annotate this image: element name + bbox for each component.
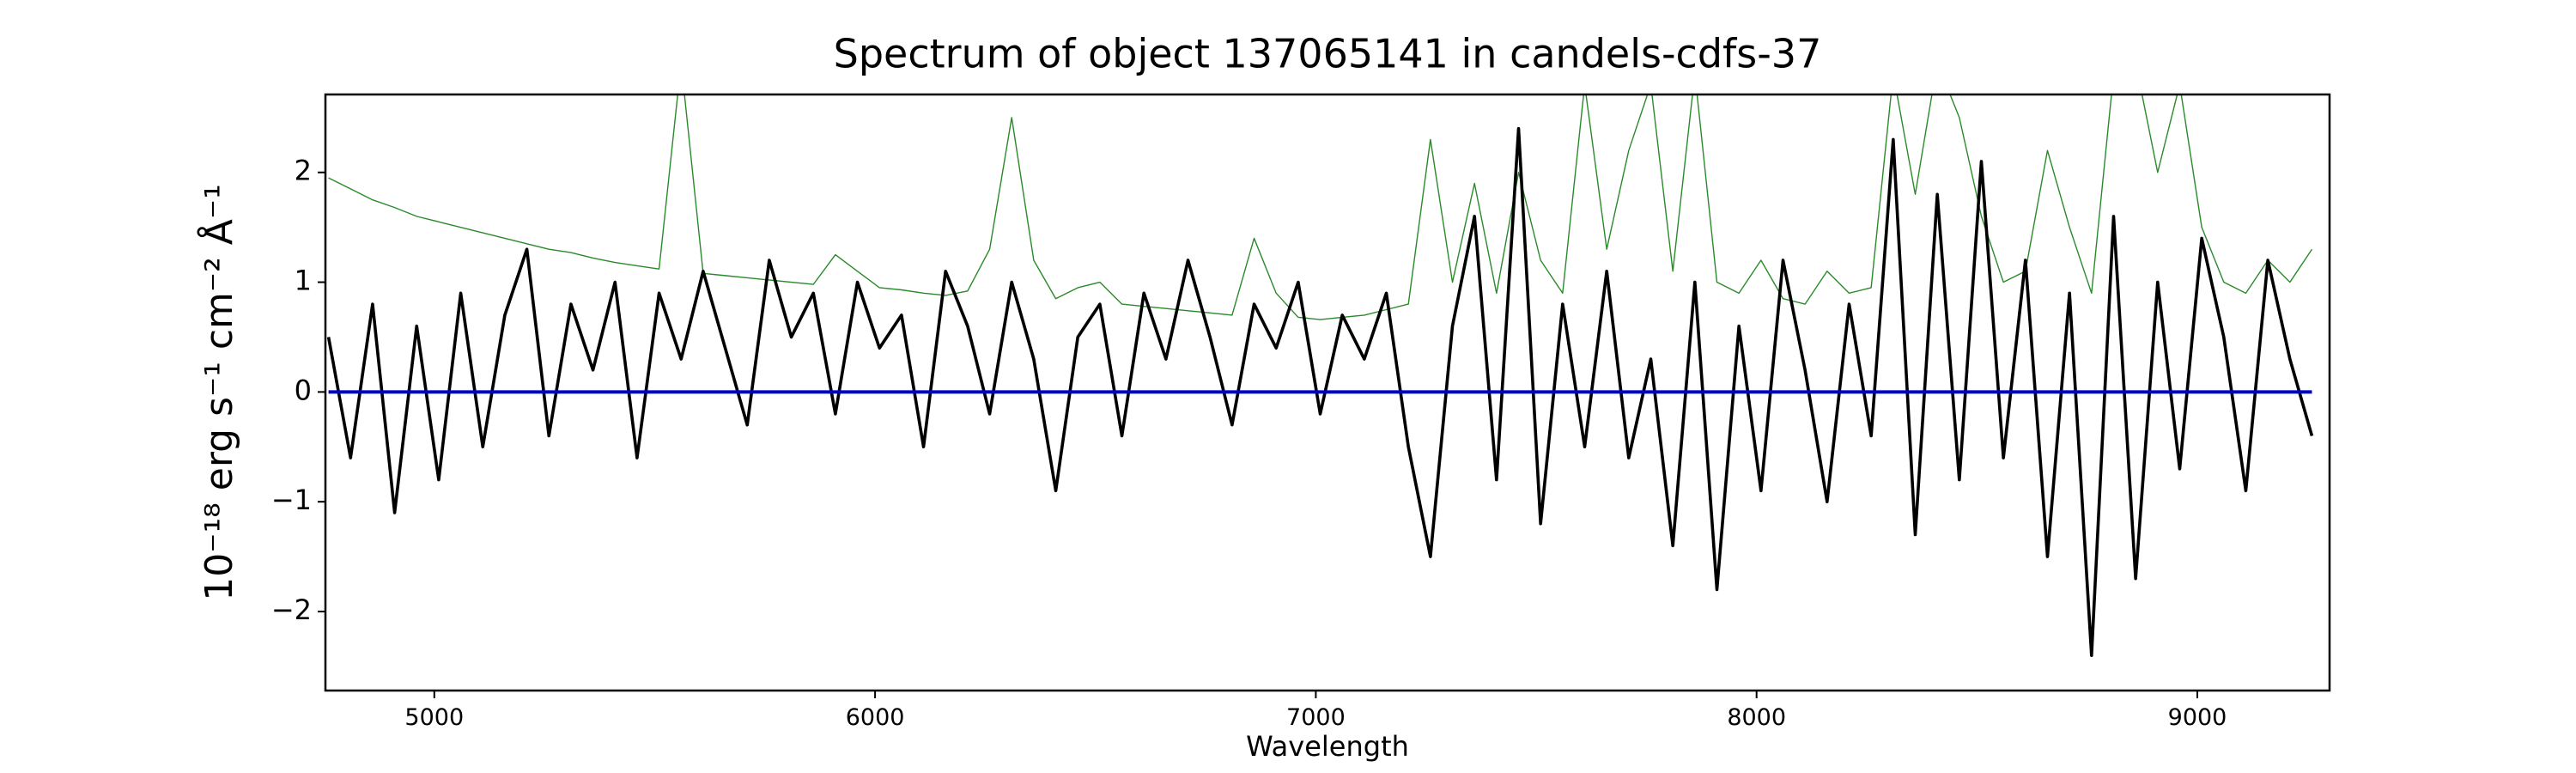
y-tick-label: 2	[295, 155, 312, 187]
x-tick-label: 7000	[1286, 704, 1346, 731]
y-tick-label: −2	[271, 593, 312, 626]
plot-area	[326, 94, 2314, 657]
spectrum-line	[326, 126, 2314, 657]
y-tick-label: −1	[271, 484, 312, 516]
chart-title: Spectrum of object 137065141 in candels-…	[834, 31, 1822, 77]
y-axis-label: 10⁻¹⁸ erg s⁻¹ cm⁻² Å⁻¹	[196, 184, 241, 600]
x-axis-label: Wavelength	[1246, 730, 1409, 763]
x-tick-label: 5000	[404, 704, 464, 731]
spectrum-line	[328, 94, 2313, 320]
x-tick-label: 8000	[1727, 704, 1786, 731]
x-tick-label: 6000	[846, 704, 905, 731]
y-tick-label: 1	[295, 265, 312, 297]
x-tick-label: 9000	[2168, 704, 2227, 731]
y-tick-label: 0	[295, 374, 312, 406]
